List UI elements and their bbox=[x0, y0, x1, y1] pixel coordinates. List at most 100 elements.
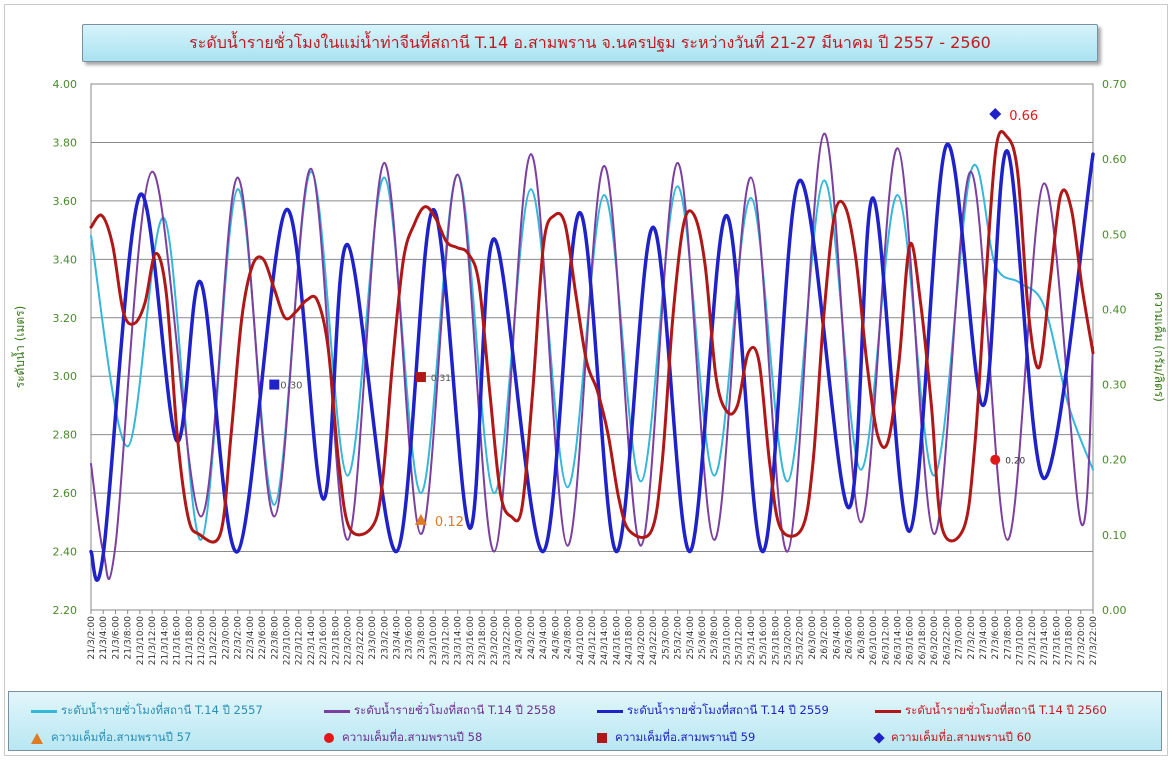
legend-marker-diamond bbox=[873, 732, 885, 744]
y-tick-label: 2.60 bbox=[53, 487, 78, 500]
x-tick-label: 22/3/8:00 bbox=[270, 616, 280, 660]
x-tick-label: 21/3/2:00 bbox=[87, 616, 97, 660]
x-tick-label: 26/3/16:00 bbox=[906, 616, 916, 665]
y-tick-label: 4.00 bbox=[53, 78, 78, 91]
x-tick-label: 23/3/14:00 bbox=[454, 616, 464, 665]
x-tick-label: 27/3/10:00 bbox=[1016, 616, 1026, 665]
y-tick-label: 3.60 bbox=[53, 195, 78, 208]
x-tick-label: 24/3/4:00 bbox=[539, 616, 549, 660]
salinity-marker-1 bbox=[414, 513, 427, 525]
x-tick-label: 22/3/22:00 bbox=[356, 616, 366, 665]
x-tick-label: 25/3/4:00 bbox=[686, 616, 696, 660]
legend-line-swatch bbox=[875, 709, 901, 713]
x-tick-label: 22/3/16:00 bbox=[319, 616, 329, 665]
x-tick-label: 24/3/22:00 bbox=[649, 616, 659, 665]
chart-title: ระดับน้ำรายชั่วโมงในแม่น้ำท่าจีนที่สถานี… bbox=[189, 32, 991, 52]
series-line-3 bbox=[89, 142, 1095, 582]
legend-line-swatch bbox=[31, 709, 57, 713]
x-tick-label: 23/3/10:00 bbox=[429, 616, 439, 665]
x-tick-label: 23/3/18:00 bbox=[478, 616, 488, 665]
x-tick-label: 24/3/16:00 bbox=[612, 616, 622, 665]
x-tick-label: 27/3/0:00 bbox=[955, 616, 965, 660]
y2-tick-label: 0.10 bbox=[1102, 529, 1127, 542]
x-tick-label: 26/3/0:00 bbox=[808, 616, 818, 660]
x-tick-label: 23/3/12:00 bbox=[441, 616, 451, 665]
x-tick-label: 21/3/8:00 bbox=[124, 616, 134, 660]
x-tick-label: 21/3/20:00 bbox=[197, 616, 207, 665]
x-tick-label: 21/3/12:00 bbox=[148, 616, 158, 665]
legend-item: ระดับน้ำรายชั่วโมงที่สถานี T.14 ปี 2560 bbox=[875, 702, 1107, 720]
x-tick-label: 22/3/6:00 bbox=[258, 616, 268, 660]
x-tick-label: 27/3/20:00 bbox=[1077, 616, 1087, 665]
x-tick-label: 25/3/14:00 bbox=[747, 616, 757, 665]
x-tick-label: 26/3/8:00 bbox=[857, 616, 867, 660]
y-tick-label: 3.20 bbox=[53, 312, 78, 325]
x-tick-label: 22/3/20:00 bbox=[344, 616, 354, 665]
legend-label: ระดับน้ำรายชั่วโมงที่สถานี T.14 ปี 2558 bbox=[354, 703, 556, 717]
salinity-data-label: 0.20 bbox=[1005, 457, 1025, 467]
x-tick-label: 25/3/20:00 bbox=[784, 616, 794, 665]
legend-label: ระดับน้ำรายชั่วโมงที่สถานี T.14 ปี 2560 bbox=[905, 703, 1107, 717]
legend-label: ระดับน้ำรายชั่วโมงที่สถานี T.14 ปี 2557 bbox=[61, 703, 263, 717]
x-tick-label: 27/3/6:00 bbox=[991, 616, 1001, 660]
x-tick-label: 27/3/18:00 bbox=[1065, 616, 1075, 665]
x-tick-label: 23/3/22:00 bbox=[502, 616, 512, 665]
x-tick-label: 25/3/22:00 bbox=[796, 616, 806, 665]
x-tick-label: 24/3/18:00 bbox=[625, 616, 635, 665]
y-axis-label: ระดับน้ำ (เมตร) bbox=[11, 306, 27, 389]
salinity-data-label: 0.66 bbox=[1009, 109, 1038, 124]
salinity-data-label: 0.12 bbox=[435, 515, 464, 530]
y2-tick-label: 0.30 bbox=[1102, 379, 1127, 392]
x-tick-label: 24/3/20:00 bbox=[637, 616, 647, 665]
y-tick-label: 3.40 bbox=[53, 253, 78, 266]
series-line-2 bbox=[90, 132, 1094, 580]
x-tick-label: 25/3/0:00 bbox=[661, 616, 671, 660]
x-tick-label: 23/3/0:00 bbox=[368, 616, 378, 660]
x-tick-label: 27/3/22:00 bbox=[1089, 616, 1099, 665]
legend-item: ระดับน้ำรายชั่วโมงที่สถานี T.14 ปี 2557 bbox=[31, 702, 263, 720]
x-tick-label: 21/3/16:00 bbox=[173, 616, 183, 665]
chart-title-box: ระดับน้ำรายชั่วโมงในแม่น้ำท่าจีนที่สถานี… bbox=[82, 24, 1098, 62]
x-tick-label: 23/3/20:00 bbox=[490, 616, 500, 665]
y2-tick-label: 0.60 bbox=[1102, 153, 1127, 166]
x-tick-label: 22/3/14:00 bbox=[307, 616, 317, 665]
x-tick-label: 26/3/12:00 bbox=[881, 616, 891, 665]
salinity-marker-2 bbox=[990, 454, 1001, 465]
salinity-marker-extra bbox=[269, 379, 280, 390]
x-tick-label: 23/3/4:00 bbox=[392, 616, 402, 660]
x-tick-label: 24/3/12:00 bbox=[588, 616, 598, 665]
chart-plot: 2.20 2.40 2.60 2.80 3.00 3.20 3.40 3.60 3.80 4.00… bbox=[11, 78, 1167, 665]
x-tick-label: 26/3/10:00 bbox=[869, 616, 879, 665]
x-tick-label: 26/3/20:00 bbox=[930, 616, 940, 665]
legend-label: ความเค็มที่อ.สามพรานปี 60 bbox=[891, 730, 1032, 744]
chart-frame bbox=[4, 4, 1168, 756]
x-tick-label: 21/3/18:00 bbox=[185, 616, 195, 665]
x-tick-label: 25/3/8:00 bbox=[710, 616, 720, 660]
legend-marker-circle bbox=[324, 733, 334, 743]
legend-line-swatch bbox=[597, 709, 623, 713]
x-tick-label: 26/3/2:00 bbox=[820, 616, 830, 660]
y2-axis-label: ความเค็ม (กรัม/ลิตร) bbox=[1152, 292, 1167, 402]
x-tick-label: 22/3/18:00 bbox=[331, 616, 341, 665]
x-tick-label: 24/3/8:00 bbox=[564, 616, 574, 660]
x-tick-label: 24/3/14:00 bbox=[600, 616, 610, 665]
x-tick-label: 24/3/2:00 bbox=[527, 616, 537, 660]
x-tick-label: 26/3/6:00 bbox=[845, 616, 855, 660]
x-tick-label: 25/3/12:00 bbox=[735, 616, 745, 665]
legend-label: ความเค็มที่อ.สามพรานปี 59 bbox=[615, 730, 756, 744]
y2-tick-label: 0.40 bbox=[1102, 303, 1127, 316]
y2-tick-label: 0.50 bbox=[1102, 228, 1127, 241]
legend-item: ความเค็มที่อ.สามพรานปี 58 bbox=[324, 729, 482, 747]
x-tick-label: 21/3/14:00 bbox=[160, 616, 170, 665]
series-line-4 bbox=[89, 129, 1095, 544]
legend-item: ความเค็มที่อ.สามพรานปี 59 bbox=[597, 729, 755, 747]
legend-item: ระดับน้ำรายชั่วโมงที่สถานี T.14 ปี 2559 bbox=[597, 702, 829, 720]
x-tick-label: 23/3/16:00 bbox=[466, 616, 476, 665]
x-tick-label: 25/3/2:00 bbox=[674, 616, 684, 660]
y-tick-label: 3.80 bbox=[53, 136, 78, 149]
x-tick-label: 23/3/6:00 bbox=[405, 616, 415, 660]
x-tick-label: 23/3/2:00 bbox=[380, 616, 390, 660]
salinity-data-label: 0.30 bbox=[280, 381, 302, 392]
x-tick-label: 24/3/0:00 bbox=[515, 616, 525, 660]
y-tick-label: 2.80 bbox=[53, 429, 78, 442]
